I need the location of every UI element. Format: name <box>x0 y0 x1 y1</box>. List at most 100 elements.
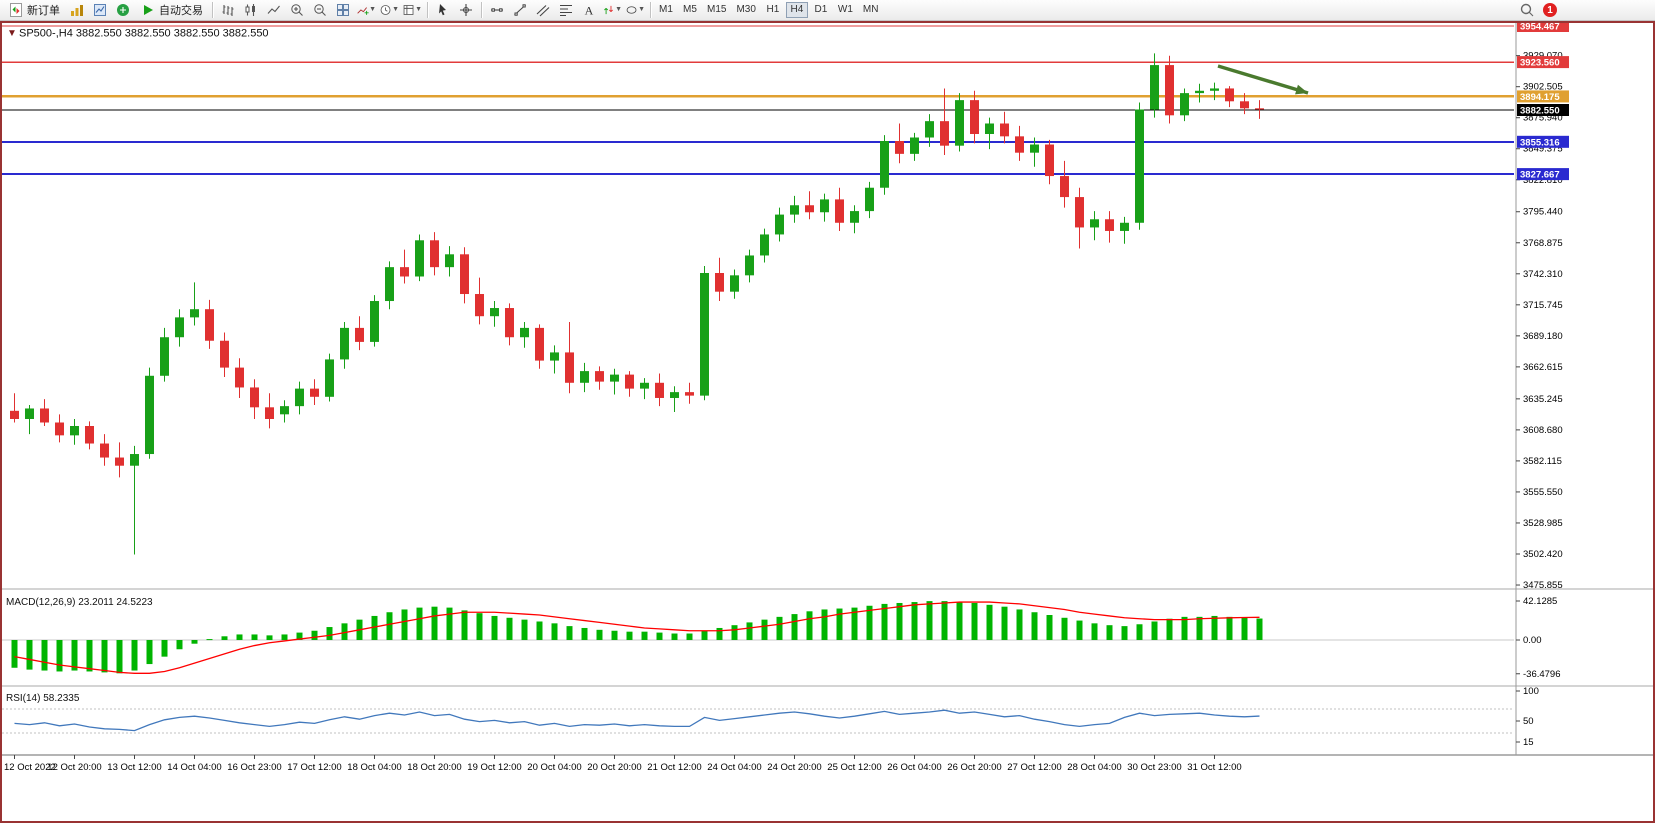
macd-histogram-bar <box>416 607 423 640</box>
macd-histogram-bar <box>236 634 243 640</box>
timeframe-MN[interactable]: MN <box>859 2 883 18</box>
candle-body <box>1135 109 1144 223</box>
price-axis-label: 3902.505 <box>1523 82 1563 93</box>
macd-histogram-bar <box>656 632 663 640</box>
arrows-tool-button[interactable]: ▼ <box>601 1 623 19</box>
candle-body <box>340 327 349 360</box>
timeframe-W1[interactable]: W1 <box>834 2 857 18</box>
time-axis-label: 16 Oct 23:00 <box>227 762 281 773</box>
price-axis-label: 3875.940 <box>1523 113 1563 124</box>
macd-histogram-bar <box>761 619 768 640</box>
templates-button[interactable]: ▼ <box>401 1 423 19</box>
drawn-arrow[interactable] <box>1217 64 1309 95</box>
auto-trading-button[interactable]: 自动交易 <box>135 1 208 19</box>
macd-histogram-bar <box>971 602 978 640</box>
add-indicator-button[interactable]: ▼ <box>355 1 377 19</box>
macd-histogram-bar <box>506 617 513 640</box>
candle-body <box>835 199 844 223</box>
timeframe-M30[interactable]: M30 <box>732 2 759 18</box>
candle-body <box>355 327 364 342</box>
time-axis-label: 19 Oct 12:00 <box>467 762 521 773</box>
chart-title-ohlc: SP500-,H4 3882.550 3882.550 3882.550 388… <box>19 28 269 40</box>
candle-body <box>1105 219 1114 231</box>
macd-signal-line <box>14 601 1260 674</box>
cursor-button[interactable] <box>432 1 454 19</box>
tile-windows-button[interactable] <box>332 1 354 19</box>
search-icon[interactable] <box>1519 2 1535 18</box>
macd-histogram-bar <box>836 608 843 640</box>
market-watch-button[interactable] <box>66 1 88 19</box>
navigator-icon <box>94 4 106 16</box>
trendline-tool-button[interactable] <box>509 1 531 19</box>
candle-body <box>190 309 199 318</box>
price-scale-badge <box>1517 103 1569 116</box>
toolbar-separator <box>427 2 428 18</box>
notification-badge[interactable]: 1 <box>1543 3 1557 17</box>
toolbar-separator <box>650 2 651 18</box>
terminal-icon <box>117 4 129 16</box>
new-order-icon <box>10 3 22 17</box>
candle-body <box>220 340 229 368</box>
timeframe-M15[interactable]: M15 <box>703 2 730 18</box>
text-tool-button[interactable]: A <box>578 1 600 19</box>
candle-body <box>445 254 454 268</box>
zoom-out-button[interactable] <box>309 1 331 19</box>
macd-label: MACD(12,26,9) 23.2011 24.5223 <box>6 597 153 608</box>
time-axis-label: 31 Oct 12:00 <box>1187 762 1241 773</box>
candle-body <box>130 454 139 466</box>
new-order-button[interactable]: 新订单 <box>3 1 65 19</box>
fibonacci-icon <box>560 4 572 17</box>
shapes-tool-button[interactable]: ▼ <box>624 1 646 19</box>
candle-body <box>145 375 154 455</box>
dropdown-caret: ▼ <box>615 6 622 13</box>
timeframe-D1[interactable]: D1 <box>810 2 832 18</box>
zoom-in-button[interactable] <box>286 1 308 19</box>
macd-histogram-bar <box>851 607 858 640</box>
chart-menu-dropdown-icon[interactable]: ▼ <box>7 28 17 39</box>
terminal-button[interactable] <box>112 1 134 19</box>
candle-body <box>745 255 754 276</box>
line-chart-button[interactable] <box>263 1 285 19</box>
price-scale-badge-value: 3894.175 <box>1520 92 1560 103</box>
chart-canvas[interactable]: 42.12850.00-36.479610050153929.0703902.5… <box>2 20 1653 821</box>
add-indicator-icon <box>357 7 369 15</box>
macd-histogram-bar <box>686 633 693 640</box>
macd-histogram-bar <box>311 630 318 640</box>
candlestick-chart-button[interactable] <box>240 1 262 19</box>
auto-trading-label: 自动交易 <box>159 5 203 17</box>
crosshair-button[interactable] <box>455 1 477 19</box>
candle-body <box>775 214 784 235</box>
macd-histogram-bar <box>1061 617 1068 640</box>
candle-body <box>400 267 409 277</box>
candle-body <box>175 317 184 338</box>
macd-histogram-bar <box>1031 612 1038 640</box>
fibonacci-tool-button[interactable] <box>555 1 577 19</box>
macd-histogram-bar <box>41 640 48 671</box>
navigator-button[interactable] <box>89 1 111 19</box>
channel-tool-button[interactable] <box>532 1 554 19</box>
macd-histogram-bar <box>866 605 873 640</box>
timeframe-M5[interactable]: M5 <box>679 2 701 18</box>
period-button[interactable]: ▼ <box>378 1 400 19</box>
candle-body <box>505 308 514 338</box>
macd-histogram-bar <box>1076 620 1083 640</box>
candle-body <box>940 121 949 146</box>
hline-tool-button[interactable] <box>486 1 508 19</box>
bar-chart-button[interactable] <box>217 1 239 19</box>
timeframe-M1[interactable]: M1 <box>655 2 677 18</box>
macd-histogram-bar <box>626 631 633 640</box>
candle-body <box>1210 88 1219 91</box>
candle-body <box>610 374 619 382</box>
macd-histogram-bar <box>581 627 588 640</box>
candle-body <box>475 294 484 317</box>
timeframe-H1[interactable]: H1 <box>762 2 784 18</box>
macd-histogram-bar <box>956 602 963 640</box>
text-tool-icon: A <box>585 4 594 18</box>
timeframe-H4[interactable]: H4 <box>785 2 808 18</box>
price-scale-badge-value: 3855.316 <box>1520 137 1560 148</box>
auto-trading-icon <box>144 5 153 15</box>
price-axis-label: 3502.420 <box>1523 549 1563 560</box>
time-axis-label: 17 Oct 12:00 <box>287 762 341 773</box>
macd-histogram-bar <box>161 640 168 657</box>
dropdown-caret: ▼ <box>369 6 376 13</box>
